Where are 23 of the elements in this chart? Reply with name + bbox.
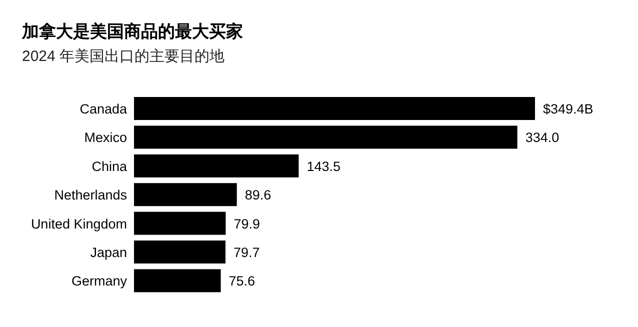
y-tick-label: China <box>92 158 128 174</box>
data-label: 143.5 <box>306 158 340 174</box>
data-label: 334.0 <box>525 130 560 146</box>
y-tick-label: Mexico <box>84 130 127 146</box>
y-tick-label: Netherlands <box>54 188 128 203</box>
y-tick-label: Germany <box>71 274 128 289</box>
bar <box>134 97 535 120</box>
data-label: 79.9 <box>234 216 260 232</box>
bar <box>134 154 299 178</box>
data-label: $349.4B <box>543 102 594 116</box>
data-label: 79.7 <box>233 245 260 260</box>
y-tick-label: Canada <box>80 102 128 116</box>
data-label: 75.6 <box>228 274 256 289</box>
chart-subtitle: 2024 年美国出口的主要目的地 <box>22 48 225 65</box>
y-tick-label: United Kingdom <box>30 216 127 232</box>
chart-title: 加拿大是美国商品的最大买家 <box>21 22 243 41</box>
bar <box>134 212 226 235</box>
bar <box>134 183 237 206</box>
data-label: 89.6 <box>244 188 272 203</box>
bar <box>134 240 226 264</box>
bar <box>134 269 221 292</box>
y-tick-label: Japan <box>90 245 127 260</box>
bar <box>134 126 518 149</box>
